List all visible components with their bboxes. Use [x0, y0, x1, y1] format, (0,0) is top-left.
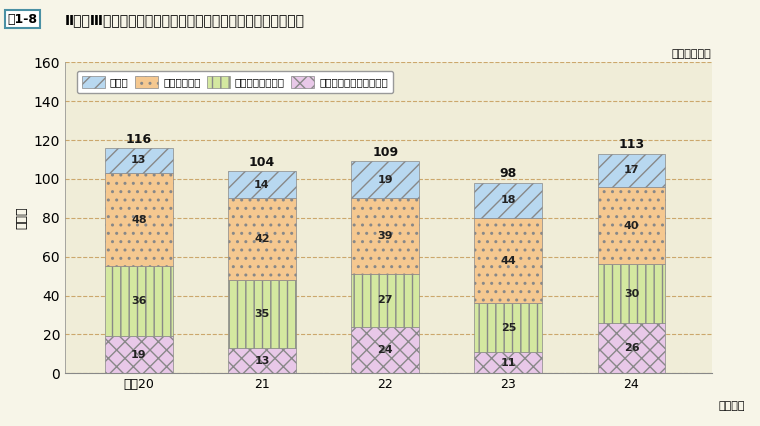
- Text: 98: 98: [500, 167, 517, 181]
- Text: （年度）: （年度）: [718, 401, 745, 411]
- Bar: [351, 199, 419, 274]
- Bar: [105, 266, 173, 336]
- Bar: [474, 352, 542, 373]
- Bar: [105, 173, 173, 266]
- Bar: [474, 183, 542, 218]
- Text: 27: 27: [378, 295, 393, 305]
- Bar: [351, 274, 419, 327]
- Text: 19: 19: [131, 350, 147, 360]
- Text: 18: 18: [501, 195, 516, 205]
- Text: （単位：人）: （単位：人）: [672, 49, 711, 59]
- Text: 11: 11: [501, 357, 516, 368]
- Text: 30: 30: [624, 288, 639, 299]
- Bar: [105, 148, 173, 173]
- Text: 24: 24: [378, 345, 393, 355]
- Bar: [351, 161, 419, 199]
- Text: 109: 109: [372, 146, 398, 159]
- Bar: [228, 348, 296, 373]
- Text: 35: 35: [255, 309, 270, 319]
- Text: 25: 25: [501, 322, 516, 333]
- Bar: [228, 171, 296, 199]
- Text: 13: 13: [131, 155, 147, 165]
- Text: Ⅱ種・Ⅲ種等採用職員の新たな任用状況（本府省課長級以上）: Ⅱ種・Ⅲ種等採用職員の新たな任用状況（本府省課長級以上）: [65, 13, 305, 27]
- Text: 40: 40: [624, 221, 639, 230]
- Bar: [228, 280, 296, 348]
- Text: 26: 26: [624, 343, 639, 353]
- Bar: [597, 323, 665, 373]
- Bar: [597, 187, 665, 265]
- Bar: [228, 199, 296, 280]
- Bar: [597, 265, 665, 323]
- Y-axis label: （人）: （人）: [15, 207, 28, 229]
- Text: 48: 48: [131, 215, 147, 225]
- Text: 113: 113: [619, 138, 644, 151]
- Text: 19: 19: [378, 175, 393, 185]
- Text: 13: 13: [255, 356, 270, 366]
- Bar: [474, 303, 542, 352]
- Text: 36: 36: [131, 296, 147, 306]
- Legend: 指定職, 本府省課長等, 地方支分部局長等, 外務省（大使・総領事）: 指定職, 本府省課長等, 地方支分部局長等, 外務省（大使・総領事）: [77, 71, 393, 93]
- Text: 17: 17: [624, 165, 639, 175]
- Bar: [105, 336, 173, 373]
- Text: 104: 104: [249, 156, 275, 169]
- Bar: [474, 218, 542, 303]
- Text: 42: 42: [254, 234, 270, 244]
- Text: 39: 39: [378, 231, 393, 241]
- Text: 44: 44: [500, 256, 516, 265]
- Text: 14: 14: [254, 180, 270, 190]
- Text: 116: 116: [125, 132, 152, 146]
- Text: 図1-8: 図1-8: [8, 13, 37, 26]
- Bar: [597, 154, 665, 187]
- Bar: [351, 327, 419, 373]
